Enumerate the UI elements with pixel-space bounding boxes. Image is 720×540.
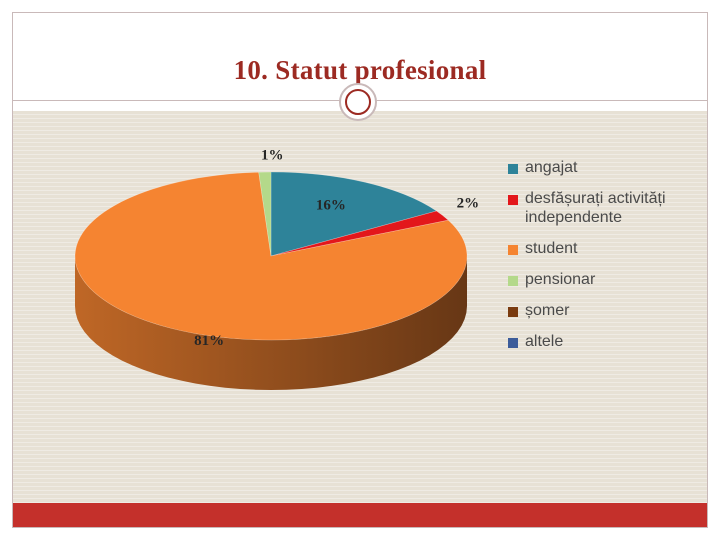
legend-item: pensionar (508, 270, 698, 289)
pie-slice-pensionar (258, 171, 272, 257)
title-area: 10. Statut profesional (13, 13, 707, 101)
footer-bar (13, 503, 707, 527)
legend-label: student (525, 240, 578, 257)
legend-swatch (508, 245, 518, 255)
legend-label: șomer (525, 302, 570, 319)
legend-item: desfășurați activități independente (508, 189, 698, 227)
legend-label: altele (525, 333, 564, 350)
legend-item: angajat (508, 158, 698, 177)
legend-item: student (508, 239, 698, 258)
legend-swatch (508, 164, 518, 174)
pie-top-faces (74, 171, 468, 341)
slide-title: 10. Statut profesional (233, 55, 487, 85)
legend-label: desfășurați activități independente (525, 190, 666, 226)
data-label: 2% (457, 196, 480, 212)
legend-swatch (508, 195, 518, 205)
legend-swatch (508, 338, 518, 348)
circle-ornament-icon (339, 83, 377, 121)
legend-item: altele (508, 332, 698, 351)
legend-label: angajat (525, 159, 578, 176)
legend-swatch (508, 307, 518, 317)
legend-swatch (508, 276, 518, 286)
chart-legend: angajat desfășurați activități independe… (508, 158, 698, 363)
pie-side-walls (75, 256, 467, 390)
pie-slice-side (75, 256, 467, 390)
data-label: 1% (261, 148, 284, 164)
legend-label: pensionar (525, 271, 596, 288)
legend-item: șomer (508, 301, 698, 320)
data-label: 16% (316, 198, 346, 214)
pie-data-labels: 16% 2% 81% 1% (194, 148, 479, 349)
slide: 10. Statut profesional (12, 12, 708, 528)
pie-slice-student (74, 171, 468, 341)
pie-slice-angajat (270, 171, 438, 257)
data-label: 81% (194, 333, 224, 349)
pie-slice-desf-ura-i-activit-i-independente (270, 210, 449, 257)
